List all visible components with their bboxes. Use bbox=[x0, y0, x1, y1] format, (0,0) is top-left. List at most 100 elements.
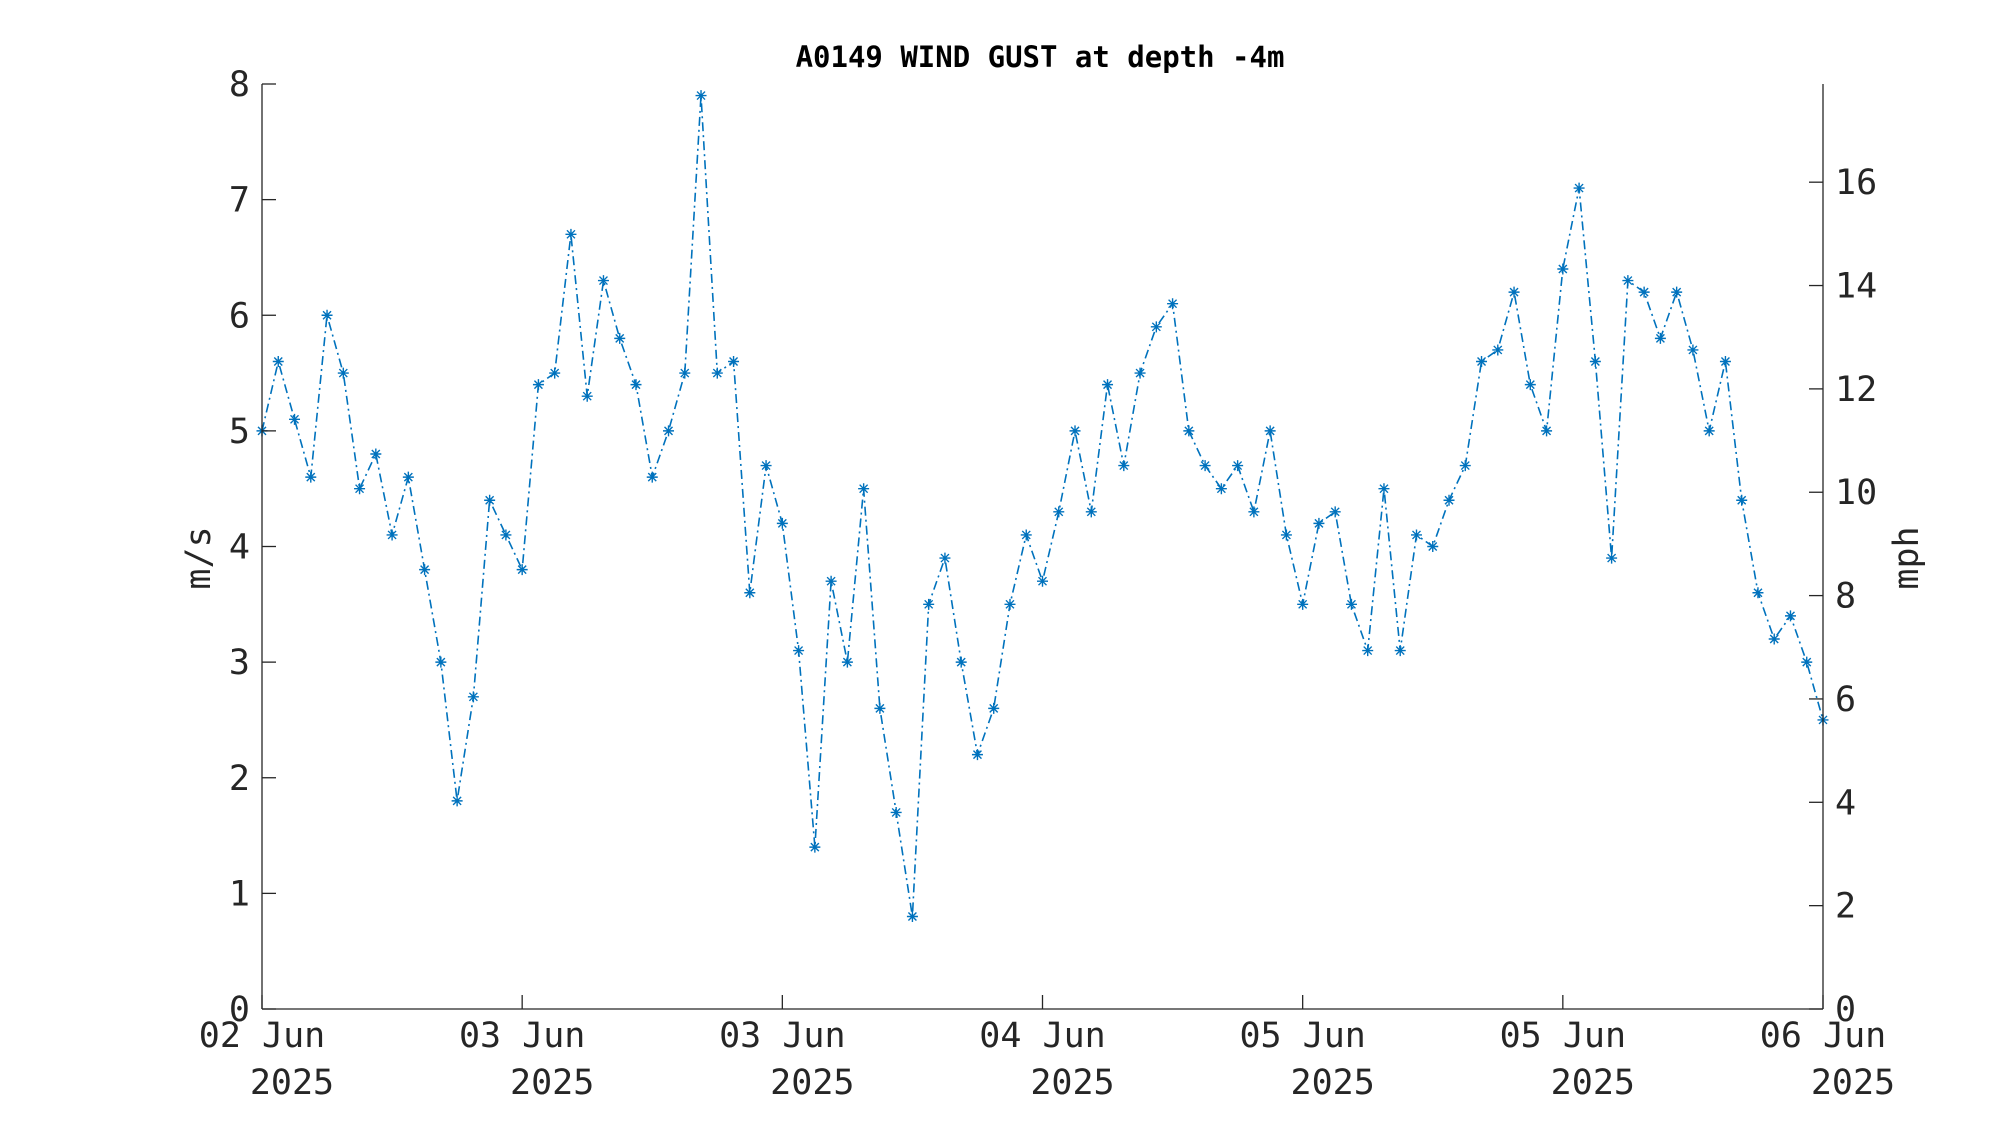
data-point bbox=[1183, 425, 1195, 437]
data-point bbox=[776, 517, 788, 529]
data-point bbox=[1362, 645, 1374, 657]
plot-layer bbox=[256, 90, 1829, 922]
x-tick-label-year: 2025 bbox=[510, 1063, 594, 1103]
data-point bbox=[1329, 506, 1341, 518]
data-point bbox=[906, 911, 918, 922]
x-tick-label-date: 04 Jun bbox=[979, 1016, 1105, 1056]
data-point bbox=[1102, 379, 1114, 391]
data-point bbox=[1476, 356, 1488, 367]
data-point bbox=[1622, 275, 1634, 287]
y-right-tick-label: 8 bbox=[1835, 577, 1856, 617]
x-tick-label-date: 05 Jun bbox=[1239, 1016, 1365, 1056]
y-right-tick-label: 10 bbox=[1835, 473, 1877, 513]
data-point bbox=[1199, 460, 1211, 472]
y-tick-label: 6 bbox=[229, 296, 250, 336]
data-point bbox=[711, 367, 723, 379]
data-point bbox=[809, 841, 821, 853]
data-point bbox=[1589, 356, 1601, 367]
data-point bbox=[1719, 356, 1731, 367]
x-tick-label-year: 2025 bbox=[250, 1063, 334, 1103]
data-point bbox=[1508, 286, 1520, 298]
x-tick-label-date: 03 Jun bbox=[459, 1016, 585, 1056]
data-point bbox=[451, 795, 463, 807]
data-point bbox=[354, 483, 366, 495]
data-point bbox=[728, 356, 740, 367]
x-tick-label-date: 05 Jun bbox=[1500, 1016, 1626, 1056]
data-point bbox=[630, 379, 642, 391]
x-tick-label-year: 2025 bbox=[1291, 1063, 1375, 1103]
y-tick-label: 2 bbox=[229, 759, 250, 799]
data-point bbox=[1134, 367, 1146, 379]
data-point bbox=[1784, 610, 1796, 622]
data-point bbox=[874, 702, 886, 714]
data-point bbox=[744, 587, 756, 599]
data-point bbox=[419, 564, 431, 576]
data-point bbox=[1215, 483, 1227, 495]
y-right-tick-label: 6 bbox=[1835, 680, 1856, 720]
data-point bbox=[484, 494, 496, 506]
y-right-tick-label: 16 bbox=[1835, 163, 1877, 203]
data-point bbox=[337, 367, 349, 379]
data-point bbox=[793, 645, 805, 657]
data-point bbox=[1264, 425, 1276, 437]
chart-title: A0149 WIND GUST at depth -4m bbox=[796, 40, 1285, 74]
data-point bbox=[467, 691, 479, 703]
data-point bbox=[321, 309, 333, 321]
x-tick-label-year: 2025 bbox=[1811, 1063, 1895, 1103]
data-point bbox=[1736, 494, 1748, 506]
data-point bbox=[695, 90, 707, 102]
data-point bbox=[1654, 332, 1666, 344]
data-point bbox=[988, 702, 1000, 714]
data-point bbox=[1427, 541, 1439, 552]
y-tick-label: 1 bbox=[229, 874, 250, 914]
y-axis-label-right: mph bbox=[1887, 526, 1927, 589]
data-point bbox=[1573, 182, 1585, 194]
data-point bbox=[1492, 344, 1504, 356]
data-point bbox=[955, 656, 967, 668]
data-point bbox=[386, 529, 398, 541]
data-point bbox=[1687, 344, 1699, 356]
data-point bbox=[1069, 425, 1081, 437]
data-point bbox=[825, 575, 837, 587]
x-tick-label-year: 2025 bbox=[1551, 1063, 1635, 1103]
data-point bbox=[1004, 598, 1016, 610]
data-point bbox=[841, 656, 853, 668]
x-tick-label-date: 02 Jun bbox=[199, 1016, 325, 1056]
data-point bbox=[1232, 460, 1244, 472]
data-point bbox=[1768, 633, 1780, 645]
x-tick-label-date: 06 Jun bbox=[1760, 1016, 1886, 1056]
data-point bbox=[1118, 460, 1130, 472]
data-point bbox=[581, 390, 593, 402]
data-point bbox=[923, 598, 935, 610]
data-point bbox=[679, 367, 691, 379]
data-point bbox=[1541, 425, 1553, 437]
x-tick-label-year: 2025 bbox=[1030, 1063, 1114, 1103]
data-point bbox=[1394, 645, 1406, 657]
data-point bbox=[1557, 263, 1569, 275]
data-point bbox=[1345, 598, 1357, 610]
data-point bbox=[1167, 298, 1179, 310]
y-right-tick-label: 12 bbox=[1835, 370, 1877, 410]
data-point bbox=[1752, 587, 1764, 599]
data-point bbox=[760, 460, 772, 472]
data-point bbox=[1297, 598, 1309, 610]
data-point bbox=[500, 529, 512, 541]
data-point bbox=[565, 228, 577, 240]
data-point bbox=[1606, 552, 1618, 564]
x-tick-label-date: 03 Jun bbox=[719, 1016, 845, 1056]
data-point bbox=[289, 413, 301, 425]
y-right-tick-label: 0 bbox=[1835, 990, 1856, 1030]
data-point bbox=[646, 471, 658, 483]
data-point bbox=[1313, 517, 1325, 529]
data-point bbox=[1638, 286, 1650, 298]
data-point bbox=[1053, 506, 1065, 518]
data-point bbox=[1020, 529, 1032, 541]
data-point bbox=[614, 332, 626, 344]
data-point bbox=[1037, 575, 1048, 587]
data-point bbox=[272, 356, 284, 367]
data-point bbox=[1378, 483, 1390, 495]
